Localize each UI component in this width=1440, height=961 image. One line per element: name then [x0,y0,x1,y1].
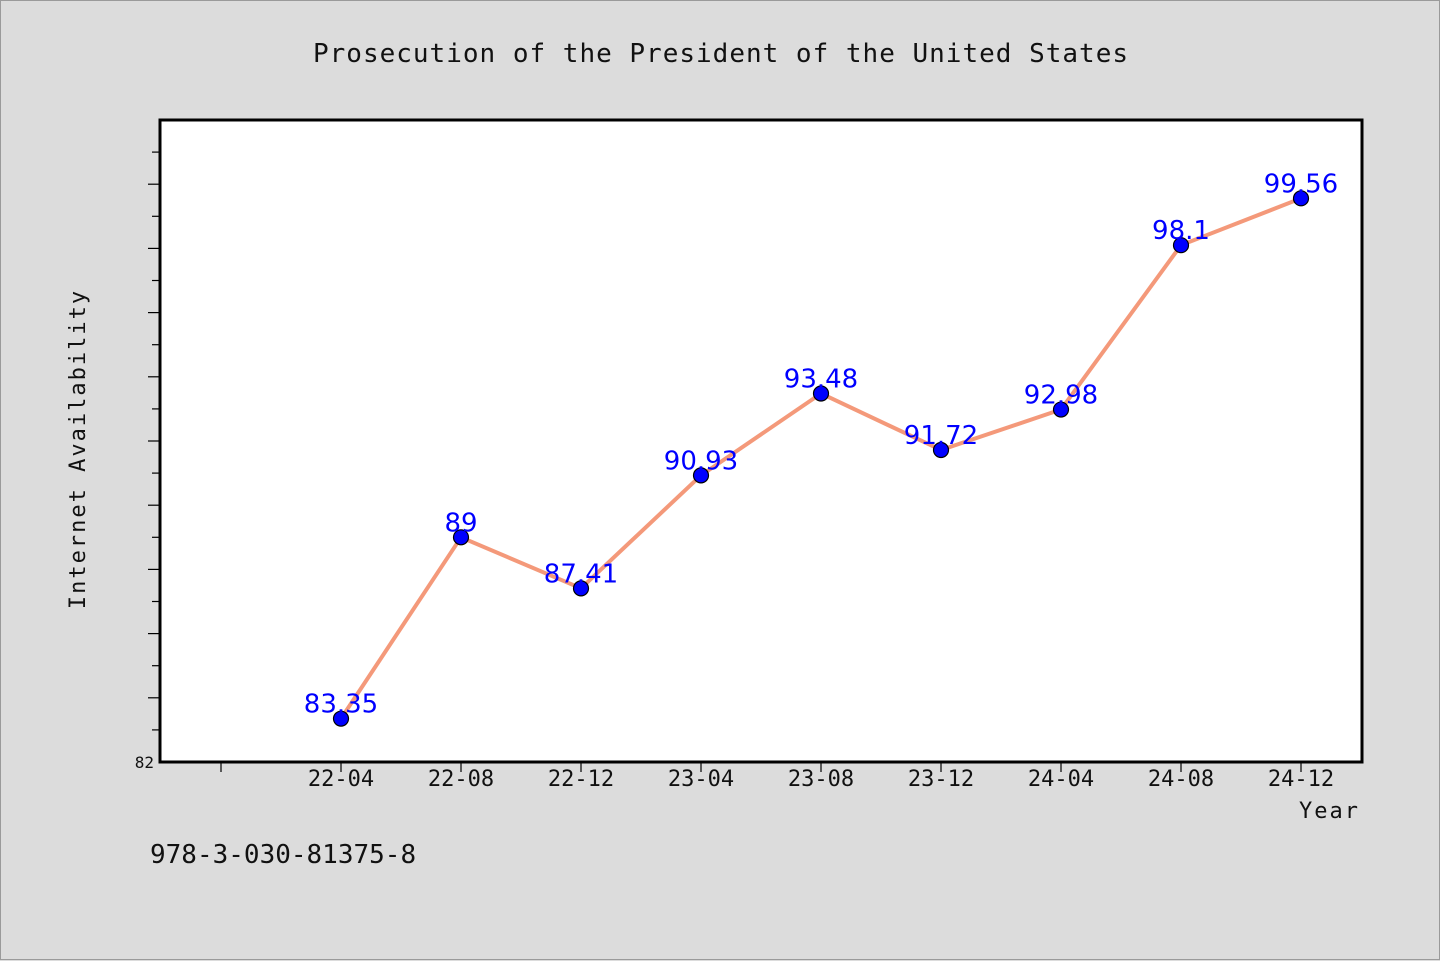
x-tick-label: 23-04 [668,767,734,792]
x-tick-label: 22-12 [548,767,614,792]
data-label: 92.98 [1024,381,1098,411]
plot-area [158,118,1364,764]
x-tick-label: 24-12 [1268,767,1334,792]
y-axis-ticks: 82 [135,151,160,772]
x-tick-label: 22-08 [428,767,494,792]
data-label-layer: 83.35 89 87.41 90.93 93.48 91.72 92.98 98.1 99.5… [304,169,1338,719]
data-label: 99.56 [1264,169,1338,199]
y-tick-label: 82 [135,753,154,772]
x-tick-label: 22-04 [308,767,374,792]
data-point [1052,401,1070,418]
data-point [932,441,950,459]
data-point [1172,237,1190,254]
x-axis-label: Year [1299,799,1360,824]
x-tick-label: 24-08 [1148,767,1214,792]
data-label: 93.48 [784,364,858,394]
data-point [692,467,710,484]
data-label: 83.35 [304,690,378,720]
y-axis-label: Internet Availability [66,289,91,609]
x-tick-label: 23-08 [788,767,854,792]
x-tick-label: 24-04 [1028,767,1094,792]
data-point [332,710,350,727]
data-label: 87.41 [544,559,618,589]
data-label: 91.72 [904,421,978,451]
data-point [452,529,470,546]
data-point [1292,190,1310,207]
data-label: 90.93 [664,446,738,476]
data-label: 98.1 [1152,216,1210,246]
series-layer [332,190,1310,727]
x-axis-ticks: 22-04 22-08 22-12 23-04 23-08 23-12 24-04 24-08… [220,762,1334,792]
x-tick-label: 23-12 [908,767,974,792]
isbn-footer: 978-3-030-81375-8 [150,840,416,870]
data-point [572,580,590,597]
chart-title: Prosecution of the President of the Unit… [313,39,1129,69]
data-point [812,385,830,402]
data-label: 89 [444,508,477,538]
